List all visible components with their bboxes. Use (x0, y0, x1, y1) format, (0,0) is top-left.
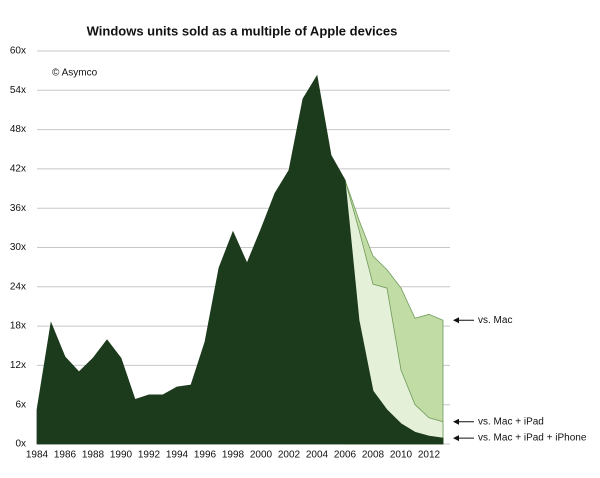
y-tick-label: 48x (10, 124, 26, 135)
legend-arrowhead (453, 435, 459, 442)
x-tick-label: 2012 (418, 450, 441, 461)
y-tick-label: 0x (15, 439, 26, 450)
y-tick-label: 60x (10, 46, 26, 57)
y-tick-label: 30x (10, 242, 26, 253)
x-tick-label: 2008 (362, 450, 385, 461)
x-tick-label: 2002 (278, 450, 301, 461)
legend-label: vs. Mac + iPad (478, 416, 544, 427)
annotation: © Asymco (52, 68, 98, 79)
x-tick-label: 1994 (166, 450, 189, 461)
legend-arrowhead (453, 418, 459, 425)
x-tick-label: 2000 (250, 450, 273, 461)
x-tick-label: 2006 (334, 450, 357, 461)
legend-arrowhead (453, 317, 459, 324)
y-tick-label: 18x (10, 321, 26, 332)
y-tick-label: 12x (10, 360, 26, 371)
legend-label: vs. Mac (478, 315, 512, 326)
y-tick-label: 24x (10, 281, 26, 292)
x-tick-label: 1996 (194, 450, 217, 461)
y-tick-label: 36x (10, 203, 26, 214)
x-tick-label: 1986 (54, 450, 77, 461)
x-tick-label: 2004 (306, 450, 329, 461)
x-tick-label: 1998 (222, 450, 245, 461)
area (36, 74, 444, 445)
y-tick-label: 6x (15, 399, 26, 410)
y-tick-label: 54x (10, 85, 26, 96)
chart-title: Windows units sold as a multiple of Appl… (87, 23, 398, 38)
y-tick-label: 42x (10, 164, 26, 175)
x-tick-label: 1992 (138, 450, 161, 461)
x-tick-label: 1984 (26, 450, 49, 461)
x-tick-label: 2010 (390, 450, 413, 461)
x-tick-label: 1990 (110, 450, 133, 461)
x-tick-label: 1988 (82, 450, 105, 461)
legend-label: vs. Mac + iPad + iPhone (478, 433, 587, 444)
